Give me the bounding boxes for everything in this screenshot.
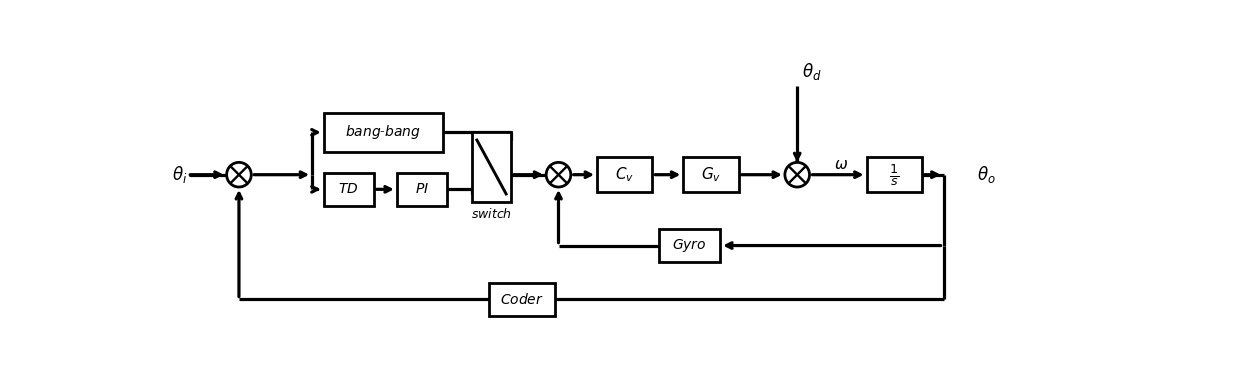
Bar (324, 113, 443, 151)
Text: $\theta_d$: $\theta_d$ (802, 61, 821, 82)
Text: $\mathit{bang}$-$\mathit{bang}$: $\mathit{bang}$-$\mathit{bang}$ (346, 123, 422, 141)
Text: $\mathit{TD}$: $\mathit{TD}$ (339, 182, 358, 196)
Circle shape (227, 162, 252, 187)
Text: $G_v$: $G_v$ (701, 165, 722, 184)
Bar (397, 173, 446, 205)
Text: $\mathit{PI}$: $\mathit{PI}$ (415, 182, 429, 196)
Text: $\frac{1}{s}$: $\frac{1}{s}$ (889, 162, 899, 188)
Text: $-$: $-$ (232, 178, 243, 192)
Bar (658, 229, 720, 262)
Text: $C_v$: $C_v$ (615, 165, 634, 184)
Text: $\omega$: $\omega$ (835, 158, 848, 172)
Bar (472, 132, 511, 201)
Text: $\mathit{Coder}$: $\mathit{Coder}$ (500, 292, 544, 307)
Bar (596, 157, 652, 192)
Circle shape (785, 162, 810, 187)
Circle shape (546, 162, 570, 187)
Text: $\theta_o$: $\theta_o$ (977, 164, 996, 185)
Text: $-$: $-$ (551, 178, 563, 192)
Text: $\theta_i$: $\theta_i$ (172, 164, 187, 185)
Text: $\mathit{switch}$: $\mathit{switch}$ (471, 207, 512, 221)
Text: $\mathit{Gyro}$: $\mathit{Gyro}$ (672, 237, 707, 254)
Bar (683, 157, 739, 192)
Bar (324, 173, 373, 205)
Bar (867, 157, 923, 192)
Bar (490, 283, 554, 316)
